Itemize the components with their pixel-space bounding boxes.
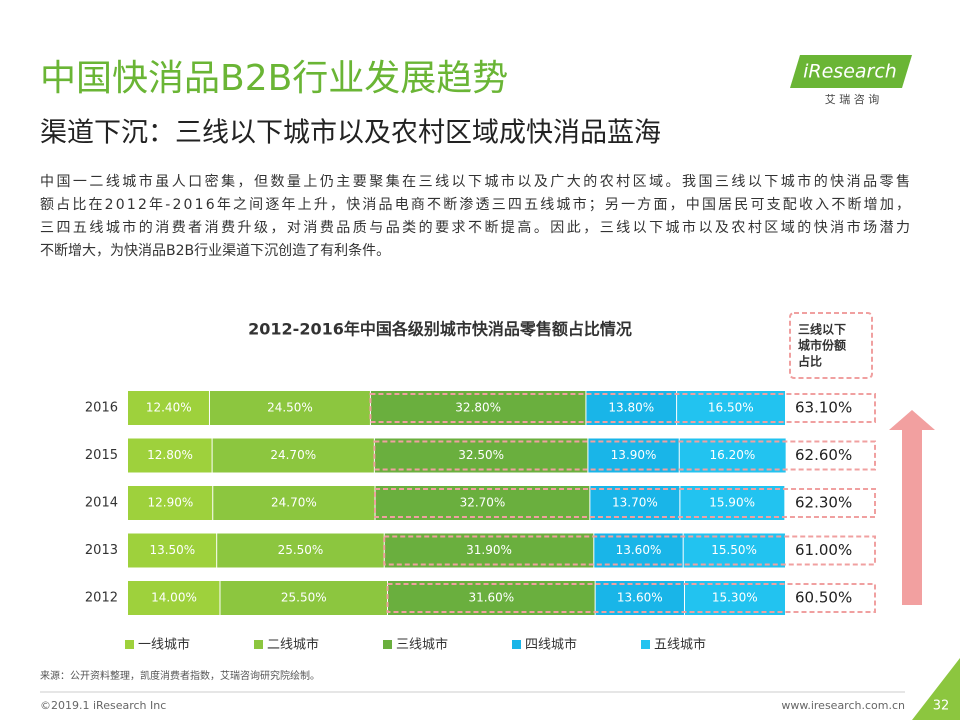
- intro-line: 不断增大，为快消品B2B行业渠道下沉创造了有利条件。: [40, 242, 390, 259]
- value-label: 13.50%: [149, 543, 195, 557]
- share-value: 62.30%: [795, 494, 852, 512]
- y-tick-label: 2013: [85, 543, 118, 558]
- bar-segment: [593, 533, 684, 568]
- value-label: 13.80%: [608, 401, 654, 415]
- bar-segment: [679, 486, 785, 520]
- value-label: 32.80%: [455, 401, 501, 415]
- logo-sub: 艾 瑞 咨 询: [825, 92, 880, 106]
- bar-segment: [128, 486, 213, 520]
- share-header: 城市份额: [798, 338, 846, 353]
- value-label: 15.90%: [709, 496, 755, 510]
- value-label: 31.60%: [468, 591, 514, 605]
- legend-swatch: [512, 640, 521, 649]
- value-label: 12.80%: [147, 448, 193, 462]
- bar-segment: [212, 486, 376, 520]
- value-label: 13.60%: [617, 591, 663, 605]
- bar-segment: [370, 391, 586, 425]
- bar-segment: [679, 438, 786, 473]
- bar-segment: [375, 486, 590, 520]
- source: 来源：公开资料整理，凯度消费者指数，艾瑞咨询研究院绘制。: [40, 669, 320, 682]
- y-tick-label: 2014: [85, 496, 118, 511]
- share-value: 62.60%: [795, 446, 852, 464]
- y-tick-label: 2015: [85, 448, 118, 463]
- logo-bg: [790, 55, 912, 88]
- share-header: 三线以下: [798, 322, 846, 337]
- bar-segment: [384, 533, 594, 568]
- legend-swatch: [641, 640, 650, 649]
- bar-segment: [128, 438, 213, 473]
- highlight-box: [383, 535, 876, 566]
- bar-segment: [212, 438, 375, 473]
- value-label: 15.30%: [712, 591, 758, 605]
- share-value: 63.10%: [795, 399, 852, 417]
- value-label: 32.50%: [458, 448, 504, 462]
- bar-segment: [676, 391, 785, 425]
- value-label: 25.50%: [281, 591, 327, 605]
- bar-segment: [209, 391, 371, 425]
- legend-label: 五线城市: [654, 637, 706, 653]
- bar-segment: [374, 438, 588, 473]
- highlight-box: [373, 440, 876, 471]
- copyright: ©2019.1 iResearch Inc: [40, 699, 166, 712]
- up-arrow: [889, 410, 935, 605]
- highlight-box: [386, 583, 876, 613]
- value-label: 32.70%: [460, 496, 506, 510]
- value-label: 14.00%: [151, 591, 197, 605]
- bar-segment: [128, 581, 220, 615]
- y-tick-label: 2012: [85, 591, 118, 606]
- value-label: 13.70%: [612, 496, 658, 510]
- highlight-box: [374, 488, 876, 518]
- bar-segment: [216, 533, 385, 568]
- bar-segment: [585, 391, 677, 425]
- corner: [912, 658, 960, 720]
- bar-segment: [683, 533, 785, 568]
- intro-line: 三四五线城市的消费者消费升级，对消费品质与品类的要求不断提高。因此，三线以下城市…: [40, 219, 910, 236]
- value-label: 12.90%: [147, 496, 193, 510]
- legend-label: 一线城市: [138, 637, 190, 653]
- slide-title: 中国快消品B2B行业发展趋势: [40, 58, 508, 99]
- website: www.iresearch.com.cn: [781, 699, 905, 712]
- value-label: 16.20%: [710, 448, 756, 462]
- share-value: 60.50%: [795, 589, 852, 607]
- bar-segment: [219, 581, 388, 615]
- legend-swatch: [125, 640, 134, 649]
- value-label: 13.60%: [616, 543, 662, 557]
- value-label: 15.50%: [711, 543, 757, 557]
- highlight-box: [369, 393, 876, 423]
- bar-segment: [128, 391, 210, 425]
- share-header: 占比: [798, 354, 822, 369]
- value-label: 24.70%: [271, 496, 317, 510]
- chart-title: 2012-2016年中国各级别城市快消品零售额占比情况: [248, 320, 632, 339]
- value-label: 25.50%: [278, 543, 324, 557]
- value-label: 24.50%: [267, 401, 313, 415]
- legend-label: 二线城市: [267, 637, 319, 653]
- bar-segment: [387, 581, 596, 615]
- bar-segment: [684, 581, 785, 615]
- legend-swatch: [254, 640, 263, 649]
- intro-line: 中国一二线城市虽人口密集，但数量上仍主要聚集在三线以下城市以及广大的农村区域。我…: [40, 173, 910, 190]
- value-label: 12.40%: [146, 401, 192, 415]
- value-label: 24.70%: [270, 448, 316, 462]
- legend-label: 三线城市: [396, 637, 448, 653]
- share-header-box: [789, 312, 873, 379]
- share-value: 61.00%: [795, 541, 852, 559]
- value-label: 31.90%: [466, 543, 512, 557]
- bar-segment: [589, 486, 680, 520]
- value-label: 16.50%: [708, 401, 754, 415]
- legend-swatch: [383, 640, 392, 649]
- bar-segment: [128, 533, 217, 568]
- logo: iResearch: [803, 61, 897, 83]
- legend-label: 四线城市: [525, 637, 577, 653]
- intro-line: 额占比在2012年-2016年之间逐年上升，快消品电商不断渗透三四五线城市；另一…: [40, 196, 910, 213]
- y-tick-label: 2016: [85, 401, 118, 416]
- bar-segment: [595, 581, 685, 615]
- page-number: 32: [933, 699, 950, 714]
- value-label: 13.90%: [611, 448, 657, 462]
- slide-subtitle: 渠道下沉：三线以下城市以及农村区域成快消品蓝海: [40, 118, 661, 149]
- bar-segment: [587, 438, 680, 473]
